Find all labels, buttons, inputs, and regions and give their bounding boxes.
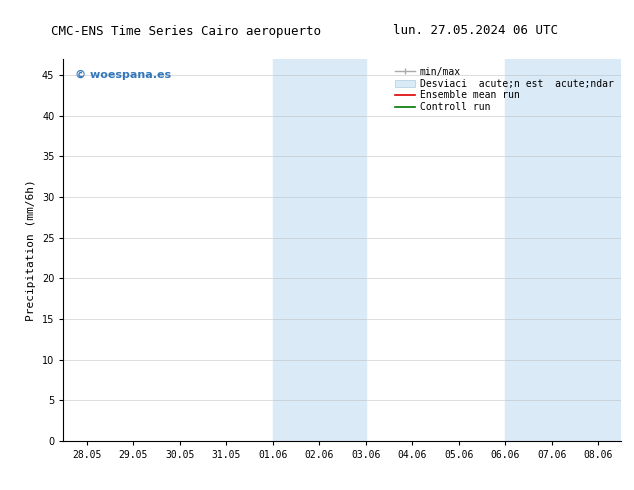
Legend: min/max, Desviaci  acute;n est  acute;ndar, Ensemble mean run, Controll run: min/max, Desviaci acute;n est acute;ndar… — [392, 64, 616, 115]
Bar — [273, 59, 366, 441]
Text: © woespana.es: © woespana.es — [75, 70, 171, 80]
Y-axis label: Precipitation (mm/6h): Precipitation (mm/6h) — [27, 179, 36, 321]
Text: CMC-ENS Time Series Cairo aeropuerto: CMC-ENS Time Series Cairo aeropuerto — [51, 24, 321, 38]
Text: lun. 27.05.2024 06 UTC: lun. 27.05.2024 06 UTC — [393, 24, 558, 38]
Bar — [505, 59, 621, 441]
